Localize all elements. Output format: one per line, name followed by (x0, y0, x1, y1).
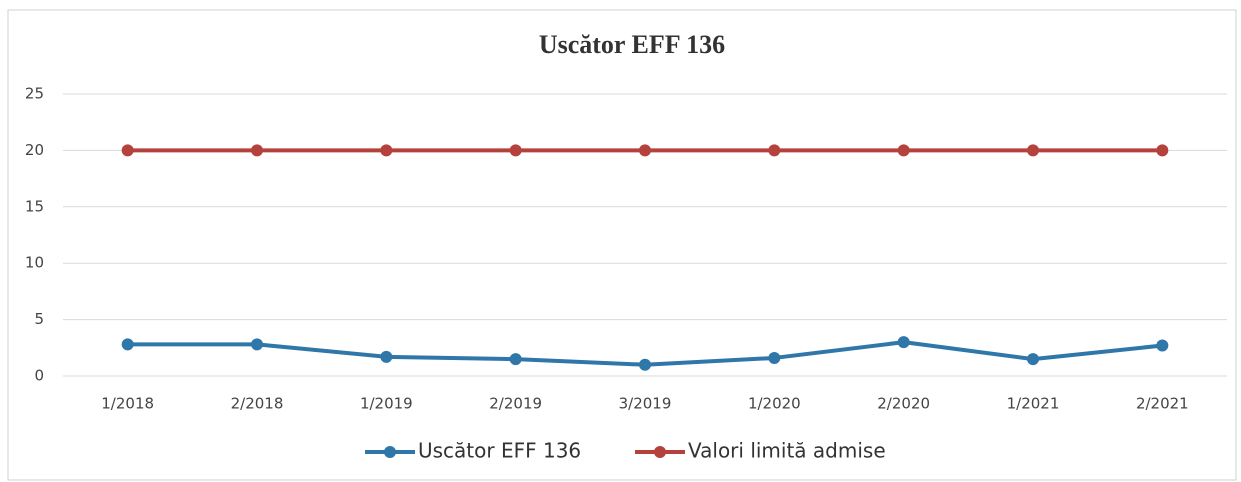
x-tick-label: 2/2019 (489, 395, 542, 413)
point (251, 338, 263, 351)
x-tick-label: 2/2020 (877, 395, 930, 413)
x-tick-label: 1/2021 (1007, 395, 1060, 413)
point (1027, 144, 1039, 157)
point (121, 338, 134, 351)
legend-marker (654, 446, 666, 458)
y-tick-label: 10 (25, 254, 44, 272)
y-tick-label: 20 (25, 141, 44, 159)
x-tick-label: 2/2021 (1136, 395, 1189, 413)
y-tick-label: 5 (34, 310, 44, 328)
point (1027, 353, 1039, 366)
x-tick-label: 3/2019 (619, 395, 672, 413)
chart-border (7, 9, 1237, 481)
x-tick-label: 1/2019 (360, 395, 413, 413)
point (380, 350, 393, 363)
legend-label: Valori limită admise (688, 439, 886, 463)
point (768, 351, 781, 364)
point (639, 358, 651, 371)
point (897, 144, 910, 157)
point (509, 353, 522, 366)
x-tick-label: 2/2018 (231, 395, 284, 413)
legend-label: Uscător EFF 136 (418, 439, 581, 463)
y-tick-label: 15 (25, 197, 44, 215)
point (1156, 339, 1169, 352)
point (897, 336, 910, 349)
point (121, 144, 134, 157)
x-tick-label: 1/2020 (748, 395, 801, 413)
point (509, 144, 522, 157)
point (380, 144, 393, 157)
point (768, 144, 781, 157)
point (639, 144, 651, 157)
chart-title: Uscător EFF 136 (539, 30, 725, 59)
y-tick-label: 0 (34, 367, 44, 385)
legend-marker (384, 446, 396, 458)
y-tick-label: 25 (25, 85, 44, 103)
point (1156, 144, 1169, 157)
point (251, 144, 263, 157)
x-tick-label: 1/2018 (101, 395, 154, 413)
